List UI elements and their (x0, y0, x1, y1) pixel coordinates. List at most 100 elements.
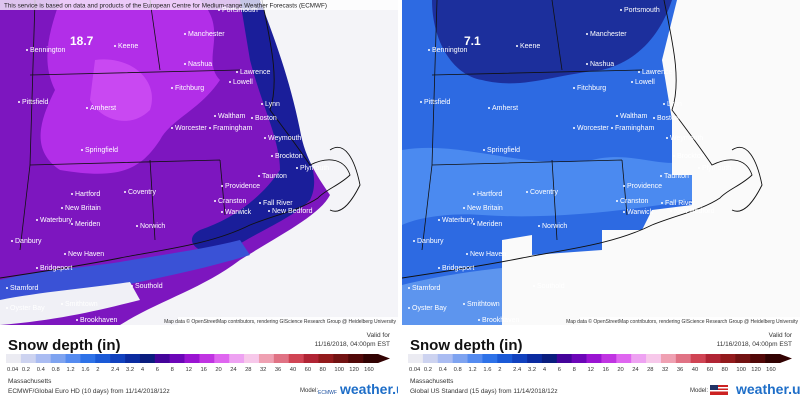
city-dot (114, 45, 116, 47)
legend: Snow depth (in) Valid for 11/16/2018, 04:0… (6, 332, 391, 395)
city-dot (296, 167, 298, 169)
legend-swatch (35, 354, 51, 363)
city-label: Boston (657, 115, 679, 122)
city-label: Southold (537, 283, 565, 290)
city-label: Brookhaven (482, 317, 519, 324)
legend-tick: 32 (260, 367, 266, 373)
city-dot (616, 200, 618, 202)
legend-swatch (154, 354, 170, 363)
legend-tick: 160 (364, 367, 374, 373)
city-label: Taunton (664, 173, 689, 180)
city-label: Brookhaven (80, 317, 117, 324)
legend-swatch (348, 354, 364, 363)
legend-tick: 20 (617, 367, 623, 373)
legend-swatch (65, 354, 81, 363)
city-label: Cranston (218, 198, 247, 205)
city-dot (488, 107, 490, 109)
legend-tick: 32 (662, 367, 668, 373)
city-label: Worcester (175, 125, 207, 132)
city-dot (261, 103, 263, 105)
city-label: Lowell (635, 79, 655, 86)
legend-tick: 4 (543, 367, 547, 373)
city-label: Fall River (263, 200, 293, 207)
city-dot (473, 223, 475, 225)
city-dot (663, 103, 665, 105)
city-label: Framingham (213, 125, 252, 132)
city-label: Hartford (75, 191, 100, 198)
city-dot (184, 33, 186, 35)
city-dot (631, 81, 633, 83)
city-dot (26, 49, 28, 51)
city-dot (71, 193, 73, 195)
city-label: Stamford (10, 285, 39, 292)
legend-tick: 28 (245, 367, 251, 373)
long-island (0, 282, 140, 325)
legend-title: Snow depth (in) (410, 337, 522, 354)
legend-swatch (571, 354, 587, 363)
legend-swatch (482, 354, 498, 363)
city-label: Pittsfield (424, 99, 451, 106)
coastline (0, 0, 351, 279)
city-dot (438, 267, 440, 269)
city-dot (171, 127, 173, 129)
legend-tick: 0.2 (424, 367, 432, 373)
city-dot (483, 149, 485, 151)
city-label: Providence (225, 183, 260, 190)
city-label: Pittsfield (22, 99, 49, 106)
city-label: Keene (520, 43, 540, 50)
city-label: New Bedford (674, 208, 715, 215)
legend-arrow (780, 354, 792, 363)
city-label: Hartford (477, 191, 502, 198)
panel-ecmwf: This service is based on data and produc… (0, 0, 398, 397)
legend-swatch (50, 354, 66, 363)
city-label: Fitchburg (175, 85, 204, 92)
city-label: Waltham (218, 113, 246, 120)
city-dot (136, 225, 138, 227)
region: Massachusetts (8, 378, 52, 385)
city-label: Southold (135, 283, 163, 290)
city-dot (229, 81, 231, 83)
city-label: Coventry (128, 189, 157, 196)
legend-tick: 0.04 (409, 367, 421, 373)
legend-swatch (646, 354, 662, 363)
legend-tick: 120 (349, 367, 359, 373)
legend-tick: 12 (186, 367, 192, 373)
city-label: Oyster Bay (412, 305, 447, 312)
legend-swatch (452, 354, 468, 363)
legend-tick: 0.04 (7, 367, 19, 373)
city-label: Lynn (667, 101, 682, 108)
city-dot (616, 115, 618, 117)
city-label: Manchester (188, 31, 225, 38)
legend-tick: 160 (766, 367, 776, 373)
legend-tick: 16 (200, 367, 206, 373)
legend-swatch (422, 354, 439, 363)
legend-swatch (660, 354, 677, 363)
legend-swatch (467, 354, 483, 363)
city-dot (478, 319, 480, 321)
city-dot (466, 253, 468, 255)
legend-tick: 100 (736, 367, 746, 373)
model-run: Global US Standard (15 days) from 11/14/… (410, 388, 558, 395)
city-label: Smithtown (467, 301, 500, 308)
legend-swatch (735, 354, 751, 363)
legend-tick: 12 (588, 367, 594, 373)
state-borders (19, 0, 241, 251)
city-dot (86, 107, 88, 109)
legend-tick: 3.2 (528, 367, 536, 373)
legend-swatch (541, 354, 558, 363)
valid-label: Valid for (769, 332, 793, 339)
city-label: Bennington (30, 47, 66, 54)
legend-arrow (378, 354, 390, 363)
state-borders (421, 0, 643, 251)
city-dot (473, 193, 475, 195)
city-dot (209, 127, 211, 129)
city-label: Plymouth (300, 165, 329, 172)
city-label: Lawrence (240, 69, 270, 76)
legend-swatch (214, 354, 230, 363)
legend-tick: 2 (498, 367, 501, 373)
legend-tick: 4 (141, 367, 145, 373)
valid-time: 11/16/2018, 04:00pm EST (717, 341, 792, 348)
legend-tick: 24 (230, 367, 237, 373)
legend-swatch (497, 354, 513, 363)
city-dot (171, 87, 173, 89)
